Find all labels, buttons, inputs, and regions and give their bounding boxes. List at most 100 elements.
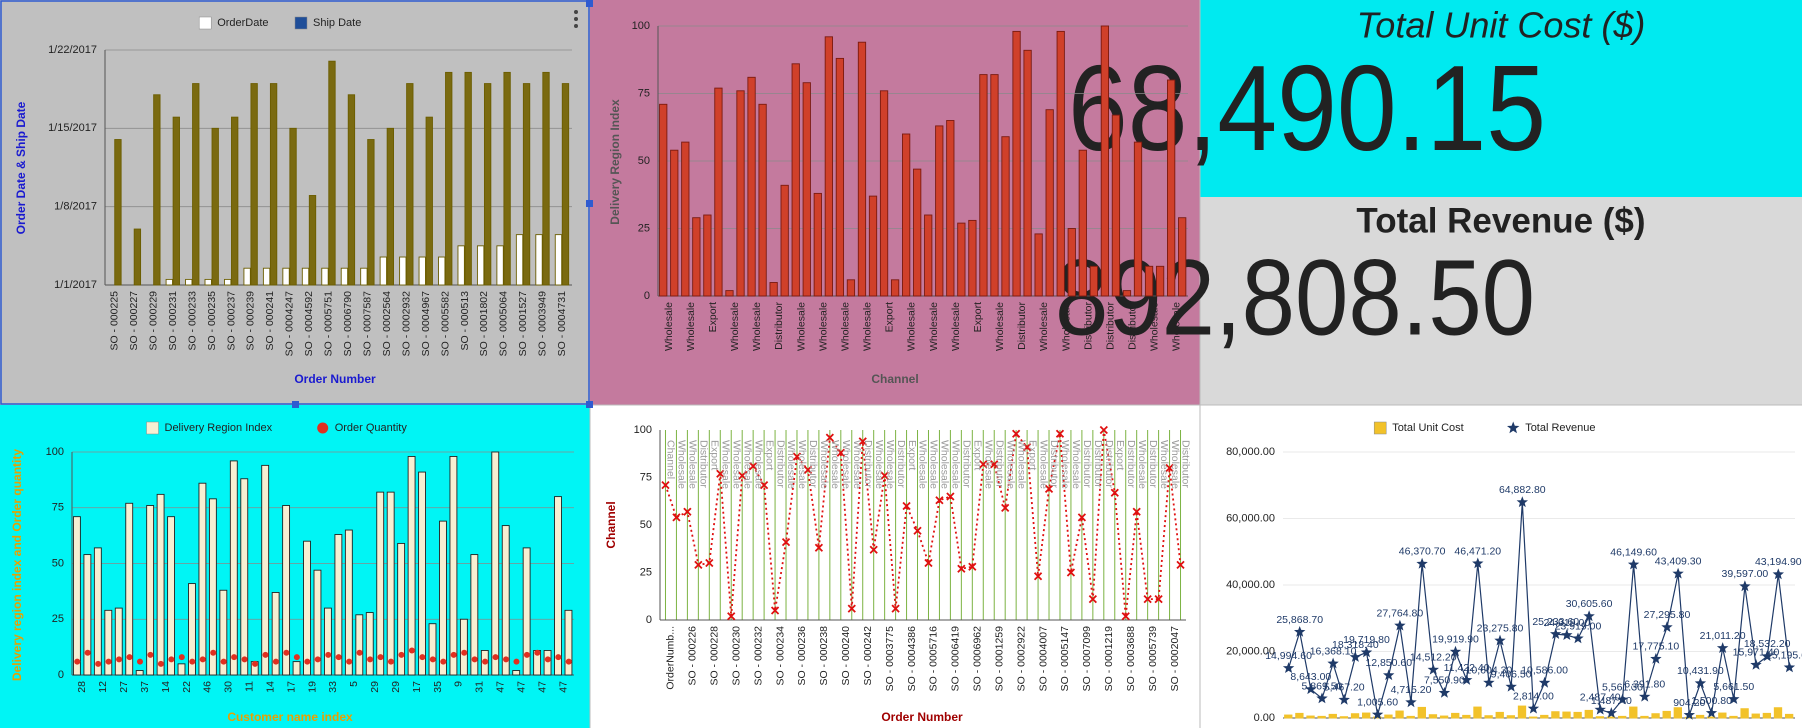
legend-label: Total Revenue (1525, 422, 1595, 434)
point-label: Wholesale (840, 440, 852, 489)
marker (727, 612, 736, 621)
bar (397, 542, 406, 676)
data-label: 25,233.60 (1532, 616, 1579, 628)
marker (346, 658, 353, 665)
menu-dots[interactable] (574, 10, 578, 28)
marker (1121, 612, 1130, 621)
marker (924, 558, 933, 568)
marker (1716, 642, 1729, 653)
bar (824, 36, 833, 297)
bar (1328, 713, 1337, 719)
x-tick-label: 14 (160, 681, 172, 693)
x-tick-label: Export (884, 302, 896, 332)
x-tick-label: 22 (181, 681, 193, 693)
y-tick-label: 50 (640, 519, 652, 531)
y-tick-label: 25 (638, 222, 650, 234)
bar (198, 482, 207, 676)
marker (803, 465, 813, 475)
x-tick-label: Wholesale (685, 302, 697, 351)
bar (890, 279, 900, 297)
marker (1772, 568, 1784, 580)
marker (1383, 669, 1395, 681)
marker (858, 437, 867, 446)
marker (1099, 425, 1108, 435)
handle[interactable] (292, 401, 299, 408)
bar (365, 612, 374, 676)
bar (736, 90, 745, 297)
line (1288, 502, 1790, 716)
marker (1427, 663, 1439, 675)
bar (93, 547, 102, 676)
bar (425, 116, 433, 286)
bar (1023, 49, 1032, 297)
point-label: Export (906, 440, 918, 470)
x-tick-label: SO - 000233 (186, 291, 198, 351)
point-label: Wholesale (741, 440, 753, 489)
bar (406, 83, 414, 286)
bar (399, 256, 407, 286)
marker (1483, 676, 1495, 688)
marker (1739, 580, 1751, 592)
x-tick-label: SO - 0001802 (478, 291, 490, 357)
bar (324, 607, 332, 676)
legend-label: Total Unit Cost (1392, 422, 1464, 434)
handle[interactable] (586, 0, 593, 7)
y-tick-label: 40,000.00 (1226, 579, 1275, 591)
x-tick-label: SO - 0002922 (1015, 626, 1027, 692)
bar (476, 245, 485, 286)
x-tick-label: 14 (264, 681, 276, 693)
x-tick-label: SO - 0005716 (928, 626, 940, 692)
bar (449, 456, 458, 676)
panel-background (590, 0, 1200, 405)
x-tick-label: SO - 0004967 (420, 291, 432, 357)
bar (407, 456, 416, 676)
x-tick-label: SO - 0001219 (1103, 626, 1115, 692)
bar (670, 149, 679, 297)
x-tick-label: 17 (411, 681, 423, 693)
marker (979, 460, 988, 469)
x-tick-label: SO - 0002047 (1169, 626, 1181, 692)
bar (501, 525, 510, 676)
marker (1561, 629, 1573, 640)
y-axis-title: Delivery region index and Order quantity (10, 449, 24, 681)
bar (1001, 136, 1010, 297)
y-axis-title: Delivery Region Index (608, 99, 622, 225)
kpi-title: Total Revenue ($) (1356, 201, 1645, 240)
marker (1033, 572, 1043, 581)
marker (759, 480, 769, 490)
x-tick-label: Wholesale (950, 302, 962, 351)
bar (1673, 707, 1682, 719)
x-axis-title: Customer name index (227, 710, 353, 724)
bar (924, 214, 933, 297)
x-tick-label: SO - 0007587 (361, 291, 373, 357)
bar (1406, 715, 1415, 719)
x-tick-label: SO - 0005739 (1147, 626, 1159, 692)
x-tick-label: 47 (495, 681, 507, 693)
x-tick-label: OrderNumb... (665, 626, 677, 690)
data-label: 904.20 (1673, 697, 1705, 709)
y-tick-label: 20,000.00 (1226, 645, 1275, 657)
kpi-value: 68,490.15 (1068, 40, 1546, 176)
data-label: 2,487.40 (1580, 692, 1621, 704)
handle[interactable] (586, 200, 593, 207)
bar (522, 83, 531, 286)
bar (1122, 290, 1132, 297)
legend-label: Order Quantity (335, 422, 408, 434)
point-label: Wholesale (676, 440, 688, 489)
point-label: Distributor (1048, 440, 1060, 488)
handle[interactable] (586, 401, 593, 408)
x-tick-label: SO - 0004247 (284, 291, 296, 357)
marker (792, 452, 802, 461)
marker (1705, 707, 1718, 718)
bar (261, 464, 270, 676)
legend-swatch (1507, 421, 1520, 434)
x-tick-label: Export (972, 302, 984, 332)
x-tick-label: Wholesale (906, 302, 918, 351)
data-label: 10,431.90 (1677, 665, 1724, 677)
x-tick-label: Distributor (1127, 302, 1139, 350)
bar (1662, 710, 1671, 719)
bar (512, 670, 521, 676)
marker (126, 654, 133, 661)
bar (1506, 715, 1516, 719)
x-tick-label: Wholesale (839, 302, 851, 351)
